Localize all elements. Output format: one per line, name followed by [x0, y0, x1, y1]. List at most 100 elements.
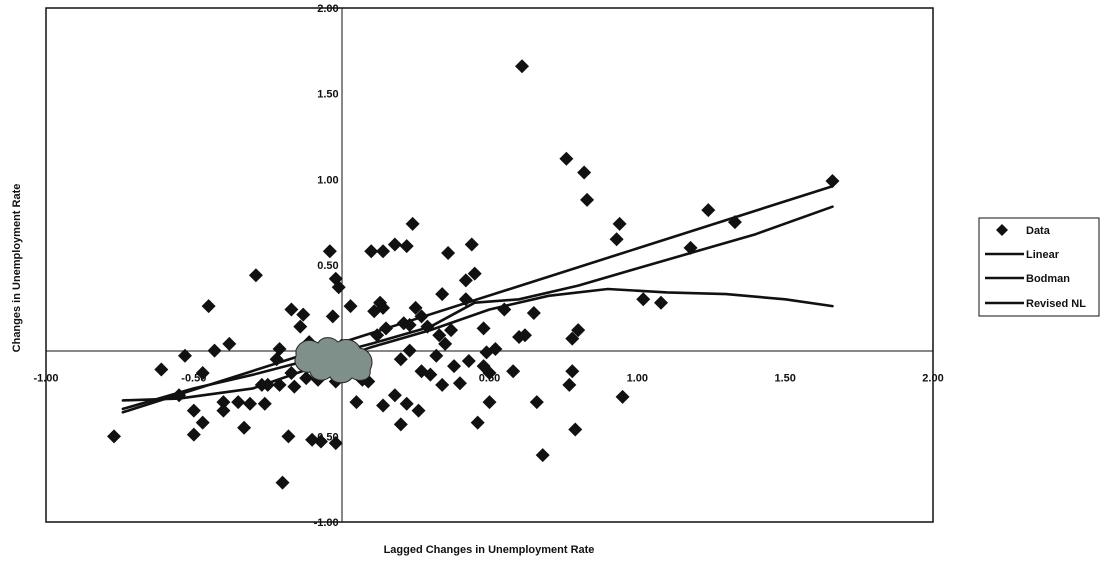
- y-tick-label: 1.50: [317, 89, 338, 101]
- data-point: [562, 377, 577, 392]
- data-point: [467, 266, 482, 281]
- data-point: [331, 280, 346, 295]
- data-point: [216, 395, 231, 410]
- data-point: [402, 317, 417, 332]
- data-point: [565, 364, 580, 379]
- data-point: [825, 174, 840, 189]
- data-point: [328, 436, 343, 451]
- series-line-bodman: [121, 287, 834, 402]
- data-point: [571, 323, 586, 338]
- data-point: [476, 321, 491, 336]
- data-point: [458, 273, 473, 288]
- data-point: [260, 377, 275, 392]
- data-point: [387, 388, 402, 403]
- x-tick-label: -1.00: [33, 373, 58, 385]
- data-point: [580, 192, 595, 207]
- data-point: [506, 364, 521, 379]
- data-point: [287, 379, 302, 394]
- series-line-revised-nl: [121, 205, 834, 411]
- data-point: [364, 244, 379, 259]
- data-point: [444, 323, 459, 338]
- legend-marker-data: [996, 224, 1008, 236]
- data-point: [470, 415, 485, 430]
- data-point: [568, 422, 583, 437]
- y-tick-label: 1.00: [317, 174, 338, 186]
- data-point: [243, 396, 258, 411]
- data-point: [609, 232, 624, 247]
- data-point: [376, 244, 391, 259]
- data-point: [727, 215, 742, 230]
- data-point: [296, 307, 311, 322]
- data-point: [284, 365, 299, 380]
- data-point: [399, 239, 414, 254]
- data-point: [464, 237, 479, 252]
- data-point: [325, 309, 340, 324]
- legend: Data Linear Bodman Revised NL: [978, 217, 1100, 317]
- y-tick-label: 2.00: [317, 3, 338, 15]
- data-point: [281, 429, 296, 444]
- data-point: [343, 299, 358, 314]
- data-point: [269, 352, 284, 367]
- data-point: [529, 395, 544, 410]
- data-point: [154, 362, 169, 377]
- data-point: [195, 365, 210, 380]
- data-point: [441, 246, 456, 261]
- data-point: [612, 216, 627, 231]
- data-point: [488, 341, 503, 356]
- y-tick-labels: -1.00-0.500.501.001.502.00: [314, 3, 339, 529]
- data-point: [177, 348, 192, 363]
- data-point: [216, 403, 231, 418]
- data-point: [577, 165, 592, 180]
- data-point: [293, 319, 308, 334]
- data-point: [207, 343, 222, 358]
- data-point: [435, 287, 450, 302]
- data-point: [497, 302, 512, 317]
- x-tick-label: 1.00: [627, 373, 648, 385]
- fit-lines: [121, 184, 834, 414]
- data-point: [231, 395, 246, 410]
- data-point: [482, 395, 497, 410]
- data-point: [393, 352, 408, 367]
- data-point: [447, 359, 462, 374]
- data-point: [653, 295, 668, 310]
- y-tick-label: -1.00: [314, 517, 339, 529]
- legend-label-linear: Linear: [1026, 249, 1060, 261]
- x-tick-label: 2.00: [922, 373, 943, 385]
- legend-box: [978, 217, 1100, 317]
- y-axis-title: Changes in Unemployment Rate: [11, 184, 23, 353]
- data-point: [482, 365, 497, 380]
- data-point: [438, 336, 453, 351]
- data-point: [420, 319, 435, 334]
- data-point: [452, 376, 467, 391]
- data-point: [322, 244, 337, 259]
- smudge-artifact: [294, 337, 373, 384]
- series-line-linear: [121, 184, 834, 414]
- data-point: [275, 475, 290, 490]
- legend-label-bodman: Bodman: [1026, 273, 1070, 285]
- data-point: [299, 371, 314, 386]
- x-tick-label: 1.50: [774, 373, 795, 385]
- data-point: [402, 343, 417, 358]
- y-tick-label: 0.50: [317, 260, 338, 272]
- data-point: [393, 417, 408, 432]
- data-point: [399, 396, 414, 411]
- data-point: [435, 377, 450, 392]
- data-point: [376, 398, 391, 413]
- data-point: [107, 429, 122, 444]
- data-point: [349, 395, 364, 410]
- data-point: [615, 389, 630, 404]
- data-point: [186, 427, 201, 442]
- data-point: [432, 328, 447, 343]
- data-point: [379, 321, 394, 336]
- x-axis-title: Lagged Changes in Unemployment Rate: [384, 544, 595, 556]
- data-point: [237, 420, 252, 435]
- data-point: [257, 396, 272, 411]
- data-point: [408, 300, 423, 315]
- legend-label-revised-nl: Revised NL: [1026, 298, 1086, 310]
- data-point: [195, 415, 210, 430]
- data-point: [429, 348, 444, 363]
- data-point: [405, 216, 420, 231]
- data-point: [284, 302, 299, 317]
- data-point: [411, 403, 426, 418]
